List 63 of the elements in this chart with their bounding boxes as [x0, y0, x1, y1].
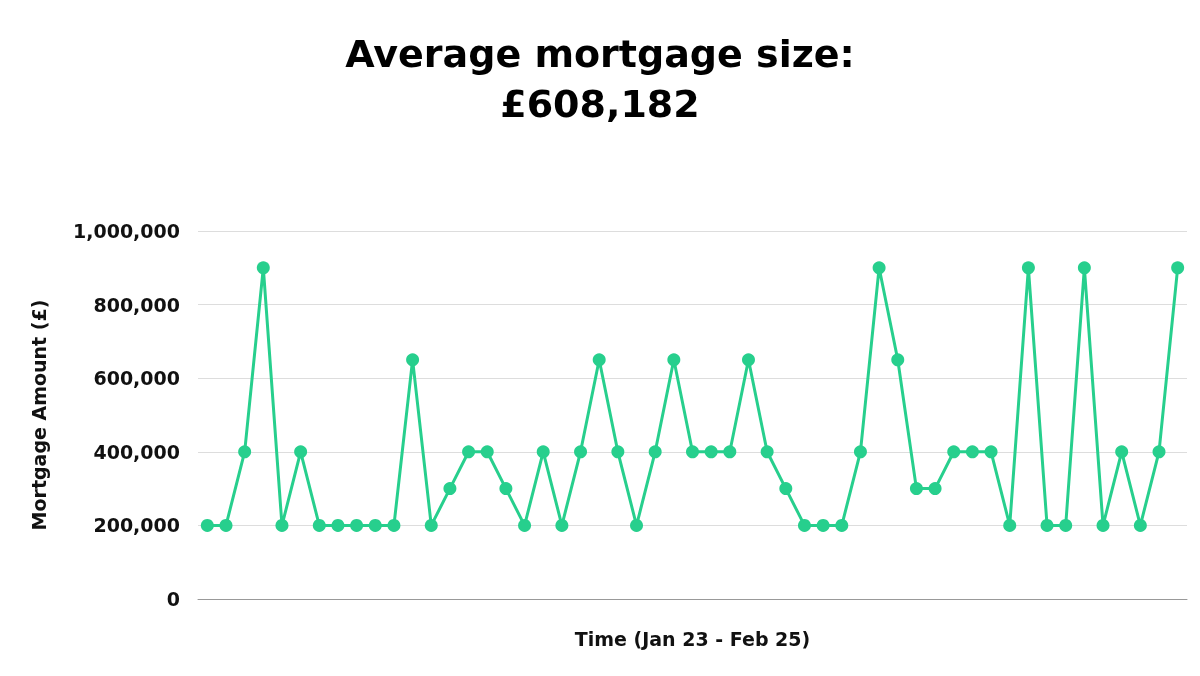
point	[853, 445, 867, 459]
point	[592, 353, 606, 367]
point	[872, 261, 886, 275]
point	[611, 445, 625, 459]
point	[760, 445, 774, 459]
y-tick-label: 200,000	[93, 514, 180, 537]
point	[555, 518, 569, 532]
point	[928, 482, 942, 496]
x-axis-title: Time (Jan 23 - Feb 25)	[574, 627, 811, 650]
y-tick-label: 800,000	[93, 293, 180, 316]
point	[574, 445, 588, 459]
chart-subtitle: £608,182	[500, 82, 700, 126]
point	[947, 445, 961, 459]
point	[480, 445, 494, 459]
point	[835, 518, 849, 532]
point	[1115, 445, 1129, 459]
point	[536, 445, 550, 459]
point	[1003, 518, 1017, 532]
point	[275, 518, 289, 532]
point	[704, 445, 718, 459]
point	[741, 353, 755, 367]
point	[779, 482, 793, 496]
point	[238, 445, 252, 459]
point	[630, 518, 644, 532]
point	[312, 518, 326, 532]
point	[350, 518, 364, 532]
point	[1171, 261, 1185, 275]
point	[667, 353, 681, 367]
point	[648, 445, 662, 459]
y-tick-label: 1,000,000	[73, 220, 180, 242]
point	[686, 445, 699, 459]
point	[406, 353, 420, 367]
point	[424, 518, 438, 532]
point	[797, 518, 811, 532]
point	[256, 261, 270, 275]
chart-title: Average mortgage size:	[345, 32, 855, 76]
y-tick-label: 400,000	[93, 440, 180, 463]
point	[331, 518, 345, 532]
point	[368, 518, 382, 532]
point	[891, 353, 905, 367]
point	[518, 518, 532, 532]
point	[816, 518, 830, 532]
y-tick-label: 600,000	[93, 367, 180, 390]
point	[1040, 518, 1054, 532]
point	[1152, 445, 1166, 459]
point	[200, 518, 214, 532]
point	[294, 445, 308, 459]
point	[1059, 518, 1073, 532]
point	[219, 518, 233, 532]
point	[1133, 518, 1147, 532]
y-axis-title: Mortgage Amount (£)	[27, 299, 50, 531]
point	[1021, 261, 1035, 275]
point	[984, 445, 998, 459]
point	[1096, 518, 1110, 532]
y-tick-label: 0	[166, 588, 180, 610]
point	[462, 445, 476, 459]
point	[387, 518, 401, 532]
point	[909, 482, 923, 496]
point	[1077, 261, 1091, 275]
point	[499, 482, 513, 496]
point	[723, 445, 737, 459]
point	[965, 445, 979, 459]
point	[443, 482, 457, 496]
